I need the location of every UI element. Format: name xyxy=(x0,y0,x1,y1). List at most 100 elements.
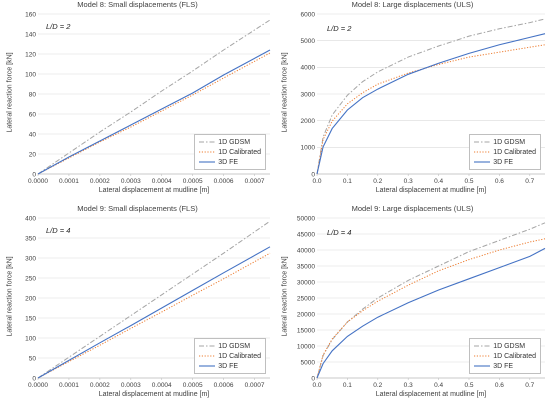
chart-title: Model 8: Large displacements (ULS) xyxy=(351,0,474,9)
legend-label: 1D Calibrated xyxy=(218,148,261,156)
x-tick-label: 0.7 xyxy=(525,382,534,389)
legend: 1D GDSM 1D Calibrated 3D FE xyxy=(194,338,266,374)
y-tick-label: 30000 xyxy=(297,279,315,286)
y-tick-label: 3000 xyxy=(301,91,316,98)
series-line-1d-gdsm xyxy=(37,220,271,379)
y-tick-label: 160 xyxy=(25,11,36,18)
legend-label: 1D GDSM xyxy=(493,138,526,146)
x-tick-label: 0.4 xyxy=(434,382,443,389)
x-tick-label: 0.0006 xyxy=(214,178,234,185)
legend-swatch xyxy=(199,161,216,163)
legend-label: 3D FE xyxy=(218,362,239,370)
series-line-1d-gdsm xyxy=(316,222,546,379)
x-tick-label: 0.3 xyxy=(404,178,413,185)
x-tick-label: 0.0002 xyxy=(90,178,110,185)
y-tick-label: 120 xyxy=(25,51,36,58)
x-tick-label: 0.0004 xyxy=(152,178,172,185)
y-axis-label: Lateral reaction force [kN] xyxy=(6,52,14,133)
legend: 1D GDSM 1D Calibrated 3D FE xyxy=(469,134,541,170)
y-tick-label: 50000 xyxy=(297,215,315,222)
x-tick-label: 0.6 xyxy=(495,178,504,185)
legend-item: 1D GDSM xyxy=(199,137,261,147)
y-tick-label: 25000 xyxy=(297,295,315,302)
legend-swatch xyxy=(199,345,216,347)
plot-svg: 0 5000 10000 15000 20000 25000 30000 35000 40000… xyxy=(297,215,546,389)
x-axis-label: Lateral displacement at mudline [m] xyxy=(375,391,487,398)
x-tick-label: 0.0002 xyxy=(90,382,110,389)
series-line-3d-fe xyxy=(37,49,271,175)
legend-label: 3D FE xyxy=(218,158,239,166)
y-tick-label: 6000 xyxy=(301,11,316,18)
x-tick-label: 0.0001 xyxy=(59,178,79,185)
legend-label: 1D GDSM xyxy=(218,138,251,146)
x-tick-label: 0.6 xyxy=(495,382,504,389)
x-tick-label: 0.0003 xyxy=(121,382,141,389)
x-tick-label: 0.0004 xyxy=(152,382,172,389)
x-tick-label: 0.0000 xyxy=(28,382,48,389)
y-tick-label: 50 xyxy=(29,355,37,362)
legend-item: 1D GDSM xyxy=(199,341,261,351)
x-tick-label: 0.0007 xyxy=(245,178,265,185)
y-tick-label: 150 xyxy=(25,315,36,322)
legend-label: 1D Calibrated xyxy=(493,352,536,360)
x-tick-label: 0.1 xyxy=(343,382,352,389)
ld-annotation: L/D = 4 xyxy=(327,228,352,237)
y-tick-label: 1000 xyxy=(301,145,316,152)
ld-annotation: L/D = 4 xyxy=(46,226,71,235)
x-tick-label: 0.7 xyxy=(525,178,534,185)
legend-label: 3D FE xyxy=(493,362,514,370)
series-line-3d-fe xyxy=(37,246,271,379)
legend-swatch xyxy=(199,365,216,367)
chart-model9-fls: 0 50 100 150 200 250 300 350 400 0.0000 0.0001 0.00… xyxy=(0,204,275,408)
y-axis-label: Lateral reaction force [kN] xyxy=(281,256,289,337)
y-tick-label: 250 xyxy=(25,275,36,282)
y-tick-label: 0 xyxy=(32,375,36,382)
y-tick-label: 20 xyxy=(29,151,37,158)
y-tick-label: 100 xyxy=(25,335,36,342)
x-tick-label: 0.5 xyxy=(464,178,473,185)
series-line-1d-gdsm xyxy=(37,19,271,175)
y-axis-label: Lateral reaction force [kN] xyxy=(6,256,14,337)
plot-svg: 0 1000 2000 3000 4000 5000 6000 0.0 0.1 0.2 0.3 0.4… xyxy=(301,11,546,185)
legend: 1D GDSM 1D Calibrated 3D FE xyxy=(194,134,266,170)
x-tick-label: 0.0001 xyxy=(59,382,79,389)
y-tick-label: 35000 xyxy=(297,263,315,270)
legend-item: 3D FE xyxy=(199,361,261,371)
chart-model8-fls: 0 20 40 60 80 100 120 140 160 0.0000 0.0001 0.0002 0… xyxy=(0,0,275,204)
x-tick-label: 0.4 xyxy=(434,178,443,185)
legend-swatch xyxy=(474,141,491,143)
y-tick-label: 140 xyxy=(25,31,36,38)
y-tick-label: 40000 xyxy=(297,247,315,254)
plot-svg: 0 50 100 150 200 250 300 350 400 0.0000 0.0001 0.00… xyxy=(25,215,271,389)
legend-swatch xyxy=(474,161,491,163)
legend-swatch xyxy=(199,151,216,153)
legend-swatch xyxy=(474,365,491,367)
y-tick-label: 10000 xyxy=(297,343,315,350)
legend-label: 1D GDSM xyxy=(493,342,526,350)
series-line-3d-fe xyxy=(316,33,546,175)
legend-item: 1D Calibrated xyxy=(474,147,536,157)
legend-swatch xyxy=(199,141,216,143)
y-tick-label: 200 xyxy=(25,295,36,302)
ld-annotation: L/D = 2 xyxy=(46,22,71,31)
legend-label: 3D FE xyxy=(493,158,514,166)
x-tick-label: 0.2 xyxy=(373,178,382,185)
legend-swatch xyxy=(474,355,491,357)
legend-item: 1D Calibrated xyxy=(199,351,261,361)
x-tick-label: 0.0003 xyxy=(121,178,141,185)
y-tick-label: 350 xyxy=(25,235,36,242)
y-tick-label: 40 xyxy=(29,131,37,138)
y-axis-label: Lateral reaction force [kN] xyxy=(281,52,289,133)
legend-swatch xyxy=(199,355,216,357)
legend-item: 1D GDSM xyxy=(474,137,536,147)
x-tick-label: 0.0005 xyxy=(183,382,203,389)
y-tick-label: 5000 xyxy=(301,359,316,366)
x-tick-label: 0.3 xyxy=(404,382,413,389)
y-tick-label: 400 xyxy=(25,215,36,222)
y-tick-label: 0 xyxy=(311,375,315,382)
legend-label: 1D Calibrated xyxy=(493,148,536,156)
x-tick-label: 0.0007 xyxy=(245,382,265,389)
y-tick-label: 0 xyxy=(32,171,36,178)
y-tick-label: 5000 xyxy=(301,38,316,45)
